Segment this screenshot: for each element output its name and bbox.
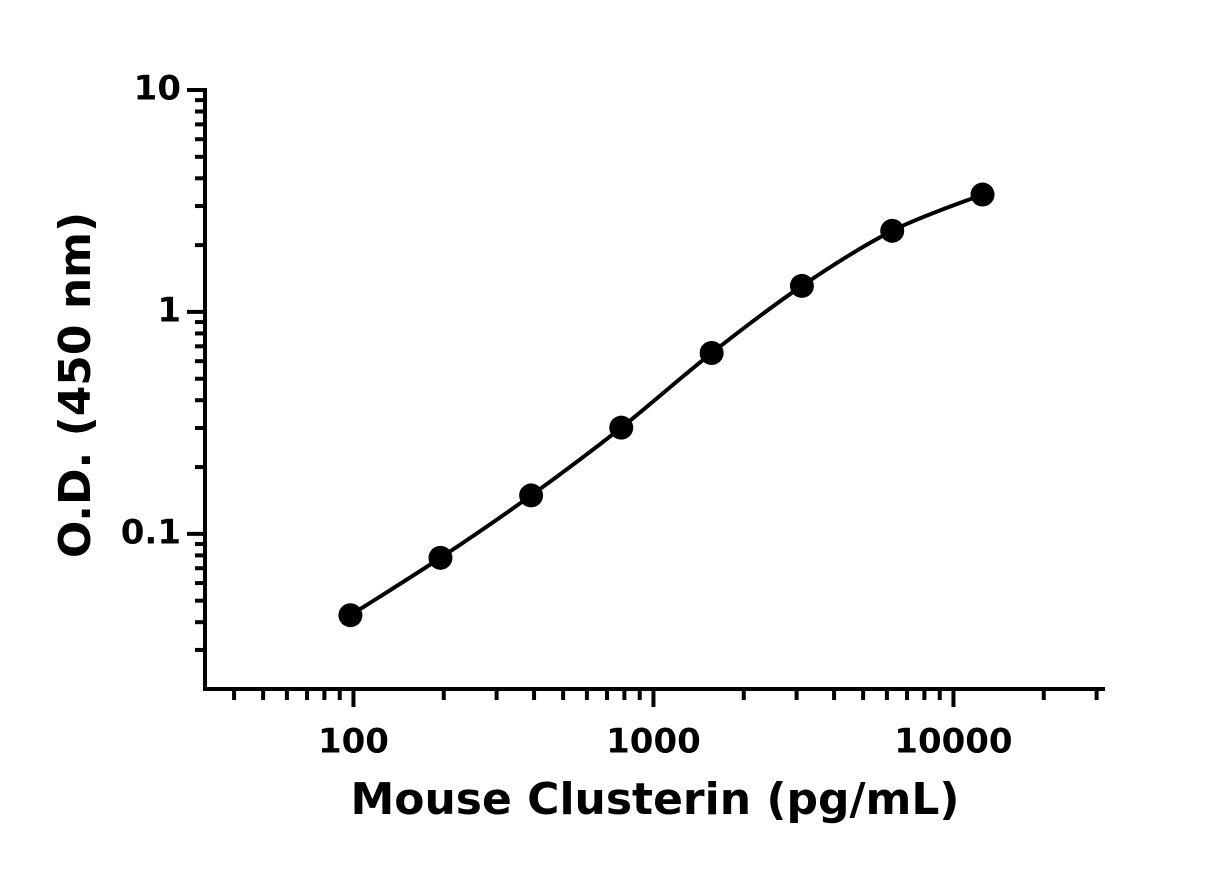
data-point <box>609 415 634 440</box>
data-point <box>428 545 453 570</box>
data-point <box>338 603 363 628</box>
data-point <box>970 182 995 207</box>
y-tick-label: 1 <box>157 290 181 330</box>
data-point <box>519 483 544 508</box>
x-tick-label: 1000 <box>606 722 701 762</box>
y-tick-label: 10 <box>134 69 181 109</box>
data-point <box>789 273 814 298</box>
x-tick-label: 10000 <box>894 722 1012 762</box>
data-point <box>699 341 724 366</box>
y-tick-label: 0.1 <box>121 512 181 552</box>
x-tick-label: 100 <box>318 722 389 762</box>
data-point <box>880 218 905 243</box>
x-axis-title: Mouse Clusterin (pg/mL) <box>350 774 959 825</box>
y-axis-title: O.D. (450 nm) <box>50 212 101 558</box>
